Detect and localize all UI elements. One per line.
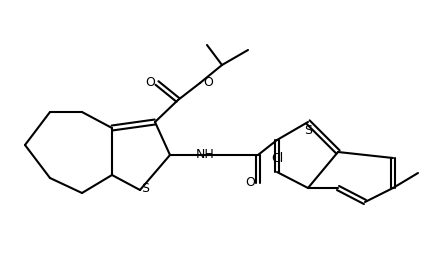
- Text: S: S: [304, 124, 312, 136]
- Text: O: O: [203, 77, 213, 89]
- Text: O: O: [245, 177, 255, 190]
- Text: O: O: [145, 77, 155, 89]
- Text: NH: NH: [196, 148, 214, 162]
- Text: Cl: Cl: [271, 152, 283, 164]
- Text: S: S: [141, 182, 149, 196]
